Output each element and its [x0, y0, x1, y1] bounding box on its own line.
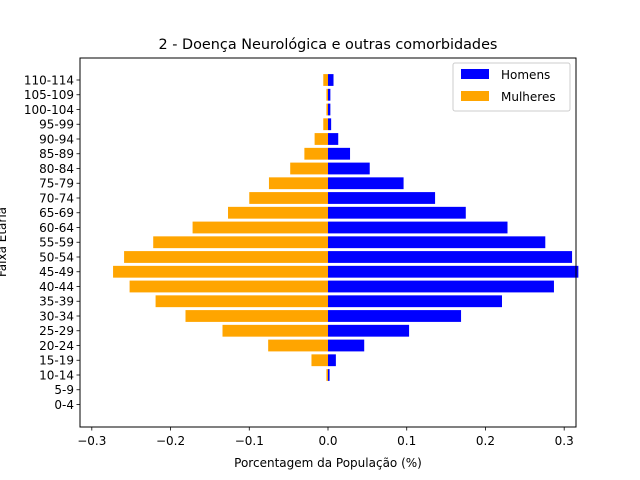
bar-mulheres-10-14 [326, 369, 328, 381]
y-tick-label: 25-29 [39, 324, 74, 338]
y-tick-label: 35-39 [39, 295, 74, 309]
bar-homens-95-99 [328, 118, 332, 131]
y-tick-label: 30-34 [39, 309, 74, 323]
y-tick-label: 85-89 [39, 147, 74, 161]
y-tick-label: 5-9 [54, 383, 74, 397]
bar-mulheres-55-59 [153, 236, 328, 249]
bar-mulheres-100-104 [326, 103, 328, 116]
bar-mulheres-65-69 [228, 206, 328, 219]
y-tick-label: 70-74 [39, 191, 74, 205]
bar-homens-60-64 [328, 221, 508, 234]
bar-homens-40-44 [328, 280, 554, 293]
y-tick-label: 55-59 [39, 236, 74, 250]
bar-mulheres-50-54 [124, 251, 328, 263]
x-axis-ticks: −0.3 −0.2 −0.1 0.0 0.1 0.2 0.3 [77, 427, 574, 448]
bar-mulheres-85-89 [304, 147, 328, 160]
y-tick-label: 75-79 [39, 177, 74, 191]
x-tick-label: 0.1 [397, 434, 416, 448]
y-tick-label: 65-69 [39, 206, 74, 220]
legend-label: Homens [501, 68, 550, 82]
bar-mulheres-35-39 [155, 295, 328, 308]
x-tick-label: 0.3 [555, 434, 574, 448]
bar-mulheres-90-94 [314, 133, 328, 145]
y-tick-label: 20-24 [39, 339, 74, 353]
y-tick-label: 105-109 [24, 88, 74, 102]
y-axis-ticks: 0-45-910-1415-1920-2425-2930-3435-3940-4… [24, 73, 80, 412]
y-tick-label: 80-84 [39, 162, 74, 176]
x-tick-label: 0.2 [476, 434, 495, 448]
bar-mulheres-70-74 [249, 192, 328, 204]
bars-layer [113, 74, 579, 381]
legend-swatch-mulheres [461, 91, 489, 101]
bar-homens-15-19 [328, 354, 336, 367]
bar-homens-90-94 [328, 133, 339, 145]
bar-mulheres-40-44 [129, 280, 328, 293]
y-tick-label: 110-114 [24, 73, 74, 87]
bar-mulheres-75-79 [268, 177, 328, 190]
bar-homens-35-39 [328, 295, 502, 308]
bar-homens-70-74 [328, 192, 436, 204]
y-tick-label: 15-19 [39, 354, 74, 368]
bar-homens-25-29 [328, 324, 410, 337]
y-tick-label: 45-49 [39, 265, 74, 279]
bar-mulheres-45-49 [113, 265, 328, 278]
legend-label: Mulheres [501, 90, 556, 104]
y-tick-label: 0-4 [54, 398, 74, 412]
bar-homens-110-114 [328, 74, 334, 86]
bar-homens-30-34 [328, 310, 462, 322]
y-tick-label: 50-54 [39, 250, 74, 264]
y-tick-label: 40-44 [39, 280, 74, 294]
bar-mulheres-80-84 [290, 162, 328, 175]
bar-mulheres-110-114 [323, 74, 328, 86]
x-tick-label: −0.2 [156, 434, 185, 448]
bar-homens-10-14 [328, 369, 330, 381]
bar-mulheres-105-109 [326, 88, 328, 101]
x-axis-title: Porcentagem da População (%) [234, 456, 422, 470]
chart-title: 2 - Doença Neurológica e outras comorbid… [159, 37, 498, 53]
x-tick-label: −0.3 [77, 434, 106, 448]
plot-frame [79, 57, 577, 428]
y-tick-label: 90-94 [39, 132, 74, 146]
x-tick-label: −0.1 [235, 434, 264, 448]
bar-homens-100-104 [328, 103, 331, 116]
bar-mulheres-15-19 [311, 354, 328, 367]
bar-mulheres-60-64 [192, 221, 328, 234]
bar-mulheres-30-34 [185, 310, 328, 322]
y-tick-label: 60-64 [39, 221, 74, 235]
bar-homens-20-24 [328, 339, 365, 352]
y-tick-label: 10-14 [39, 368, 74, 382]
bar-homens-45-49 [328, 265, 579, 278]
bar-homens-80-84 [328, 162, 370, 175]
x-tick-label: 0.0 [318, 434, 337, 448]
bar-mulheres-95-99 [323, 118, 328, 131]
y-tick-label: 95-99 [39, 118, 74, 132]
bar-homens-55-59 [328, 236, 546, 249]
y-tick-label: 100-104 [24, 103, 74, 117]
bar-homens-75-79 [328, 177, 404, 190]
bar-homens-65-69 [328, 206, 466, 219]
bar-homens-85-89 [328, 147, 351, 160]
bar-homens-50-54 [328, 251, 573, 263]
bar-mulheres-25-29 [222, 324, 328, 337]
y-axis-title: Faixa Etária [0, 207, 9, 277]
bar-homens-105-109 [328, 88, 331, 101]
legend: Homens Mulheres [452, 62, 571, 112]
bar-mulheres-20-24 [268, 339, 328, 352]
legend-swatch-homens [461, 69, 489, 79]
